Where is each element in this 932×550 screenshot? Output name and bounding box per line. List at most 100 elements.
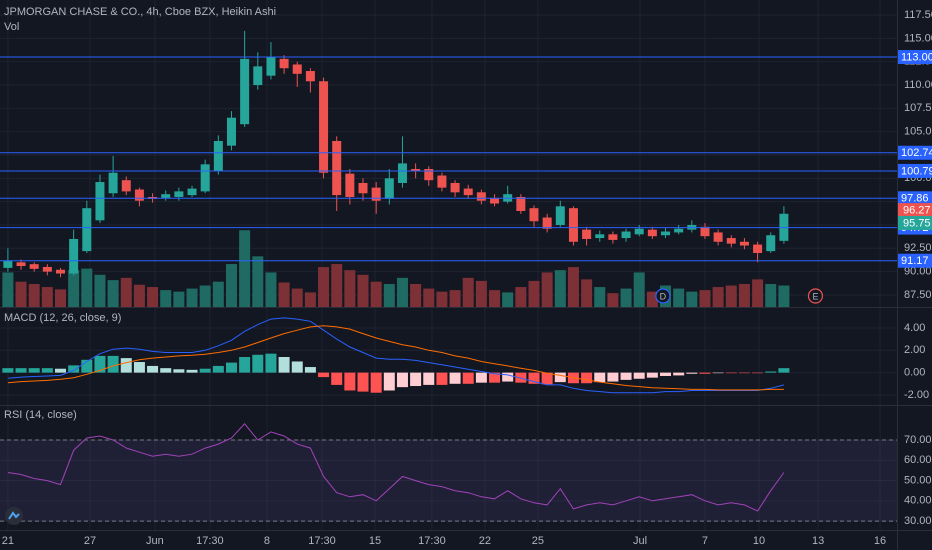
y-tick-label: 115.00 bbox=[904, 32, 932, 44]
volume-bar bbox=[765, 283, 777, 307]
event-marker bbox=[655, 288, 671, 304]
histogram-bar bbox=[212, 365, 224, 373]
histogram-bar bbox=[133, 362, 145, 373]
histogram-bar bbox=[449, 372, 461, 384]
candle-body bbox=[279, 58, 289, 69]
candle-body bbox=[490, 197, 500, 204]
volume-bar bbox=[581, 279, 593, 307]
histogram-bar bbox=[594, 372, 606, 383]
level-label-box bbox=[897, 191, 932, 206]
candle-body bbox=[108, 172, 118, 194]
histogram-bar bbox=[252, 354, 264, 373]
histogram-bar bbox=[765, 371, 777, 373]
volume-bar bbox=[318, 267, 330, 307]
histogram-bar bbox=[607, 372, 619, 382]
volume-bar bbox=[752, 279, 764, 307]
histogram-bar bbox=[239, 357, 251, 373]
histogram-bar bbox=[554, 372, 566, 383]
price-label: 95.75 bbox=[903, 217, 931, 229]
volume-bar bbox=[436, 291, 448, 307]
level-label-box bbox=[897, 145, 932, 160]
volume-legend: Vol bbox=[4, 21, 19, 33]
y-tick-label: 110.00 bbox=[904, 79, 932, 91]
volume-bar bbox=[304, 292, 316, 307]
histogram-bar bbox=[396, 372, 408, 388]
volume-bar bbox=[212, 281, 224, 307]
histogram-bar bbox=[581, 372, 593, 384]
volume-bar bbox=[186, 288, 198, 307]
volume-bar bbox=[778, 285, 790, 307]
volume-bar bbox=[133, 284, 145, 307]
candle-body bbox=[674, 228, 684, 233]
candle-body bbox=[411, 168, 421, 171]
volume-bar bbox=[252, 256, 264, 307]
candle-body bbox=[424, 168, 434, 181]
x-tick-label: Jun bbox=[146, 535, 164, 547]
volume-bar bbox=[370, 281, 382, 307]
volume-bar bbox=[331, 264, 343, 307]
candle-body bbox=[766, 235, 776, 252]
volume-bar bbox=[239, 230, 251, 307]
histogram-bar bbox=[752, 372, 764, 374]
candle-body bbox=[463, 188, 473, 196]
volume-bar bbox=[107, 280, 119, 307]
x-tick-label: 25 bbox=[532, 535, 544, 547]
histogram-bar bbox=[265, 353, 277, 373]
candle-body bbox=[476, 192, 486, 201]
event-marker bbox=[807, 288, 824, 304]
x-tick-label: 17:30 bbox=[308, 535, 336, 547]
histogram-bar bbox=[225, 362, 237, 373]
event-label: D bbox=[660, 291, 667, 301]
candle-body bbox=[450, 182, 460, 193]
candle-body bbox=[568, 208, 578, 242]
x-tick-label: 7 bbox=[702, 535, 708, 547]
histogram-bar bbox=[528, 372, 540, 384]
volume-bar bbox=[594, 287, 606, 307]
volume-bar bbox=[120, 277, 132, 307]
x-tick-label: 8 bbox=[264, 535, 270, 547]
volume-bar bbox=[738, 283, 750, 307]
indicator-line bbox=[7, 317, 785, 394]
histogram-bar bbox=[699, 372, 711, 374]
volume-bar bbox=[147, 287, 159, 307]
volume-bar bbox=[396, 277, 408, 307]
candle-body bbox=[161, 194, 171, 198]
x-tick-label: 16 bbox=[874, 535, 886, 547]
candle-body bbox=[621, 231, 631, 239]
x-tick-label: 22 bbox=[479, 535, 491, 547]
volume-bar bbox=[160, 290, 172, 307]
volume-bar bbox=[28, 283, 40, 307]
histogram-bar bbox=[620, 372, 632, 380]
price-label-box bbox=[897, 203, 932, 218]
candle-body bbox=[661, 231, 671, 236]
level-label: 97.86 bbox=[901, 193, 929, 205]
volume-bar bbox=[173, 291, 185, 307]
price-label: 96.27 bbox=[903, 205, 931, 217]
x-tick-label: 15 bbox=[369, 535, 381, 547]
volume-bar bbox=[686, 291, 698, 307]
candle-body bbox=[42, 266, 52, 272]
volume-bar bbox=[462, 277, 474, 307]
volume-bar bbox=[199, 285, 211, 307]
volume-bar bbox=[489, 290, 501, 307]
candle-body bbox=[69, 238, 79, 274]
candle-body bbox=[253, 66, 263, 86]
candle-body bbox=[16, 262, 26, 267]
histogram-bar bbox=[41, 368, 53, 373]
y-tick-label: 105.00 bbox=[904, 126, 932, 138]
histogram-bar bbox=[515, 372, 527, 383]
logo[interactable] bbox=[5, 507, 23, 525]
chart-title: JPMORGAN CHASE & CO., 4h, Cboe BZX, Heik… bbox=[4, 6, 276, 18]
level-label: 91.17 bbox=[901, 255, 929, 267]
candle-body bbox=[555, 206, 565, 225]
y-tick-label: 92.50 bbox=[904, 242, 932, 254]
volume-bar bbox=[291, 288, 303, 307]
candle-body bbox=[647, 229, 657, 237]
histogram-bar bbox=[462, 372, 474, 384]
x-tick-label: 27 bbox=[84, 535, 96, 547]
histogram-bar bbox=[186, 369, 198, 373]
volume-bar bbox=[225, 264, 237, 307]
indicator-line bbox=[7, 325, 784, 391]
histogram-bar bbox=[489, 372, 501, 383]
